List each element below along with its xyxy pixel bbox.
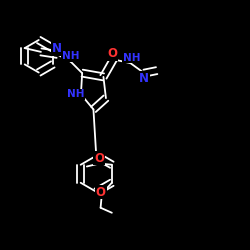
- Text: NH: NH: [67, 90, 84, 100]
- Text: N: N: [52, 42, 62, 56]
- Text: NH: NH: [62, 52, 80, 61]
- Text: O: O: [94, 152, 104, 164]
- Text: NH: NH: [123, 53, 140, 62]
- Text: O: O: [96, 186, 106, 198]
- Text: N: N: [139, 72, 149, 85]
- Text: O: O: [107, 46, 117, 60]
